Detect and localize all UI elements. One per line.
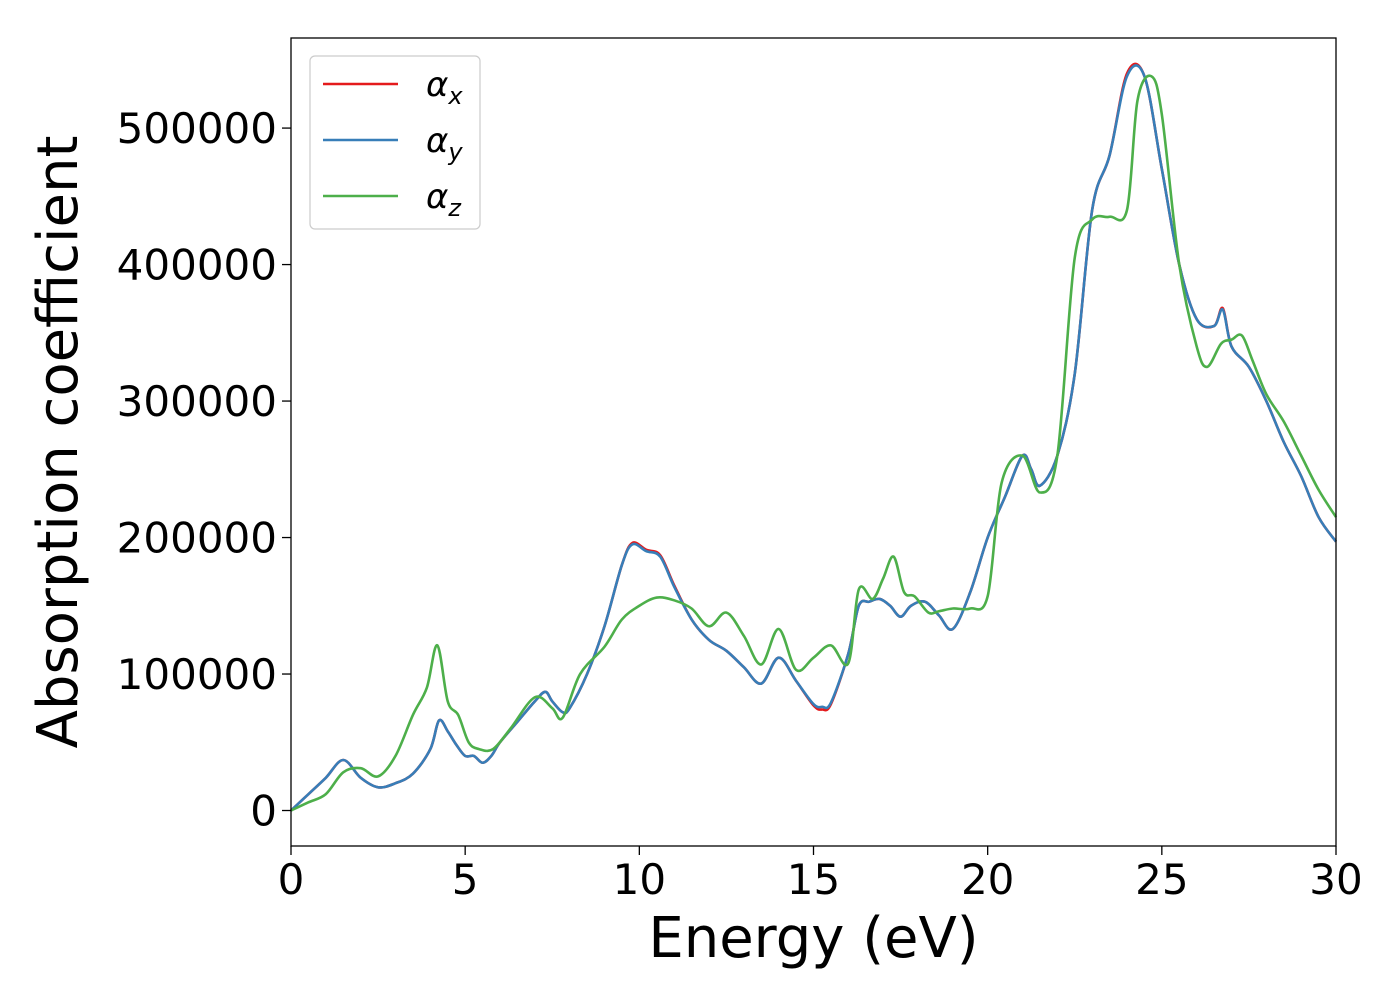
y-tick-label: 0 (250, 787, 277, 836)
series-line-y (290, 64, 1338, 812)
x-axis-ticks: 0 5 10 15 20 25 30 (278, 846, 1363, 904)
y-tick-label: 100000 (117, 650, 277, 699)
series-layer (290, 62, 1338, 812)
x-tick-label: 15 (787, 855, 840, 904)
y-tick-label: 300000 (117, 377, 277, 426)
x-tick-label: 25 (1135, 855, 1188, 904)
y-tick-label: 400000 (117, 241, 277, 290)
x-tick-label: 10 (613, 855, 666, 904)
y-axis-title: Absorption coefficient (26, 136, 91, 749)
series-line-z (290, 74, 1338, 812)
x-tick-label: 30 (1309, 855, 1362, 904)
y-axis-ticks: 0 100000 200000 300000 400000 500000 (117, 104, 291, 836)
x-tick-label: 5 (452, 855, 479, 904)
x-axis-title: Energy (eV) (648, 906, 978, 971)
y-tick-label: 200000 (117, 514, 277, 563)
y-tick-label: 500000 (117, 104, 277, 153)
x-tick-label: 20 (961, 855, 1014, 904)
legend-box (309, 55, 481, 230)
x-tick-label: 0 (278, 855, 305, 904)
